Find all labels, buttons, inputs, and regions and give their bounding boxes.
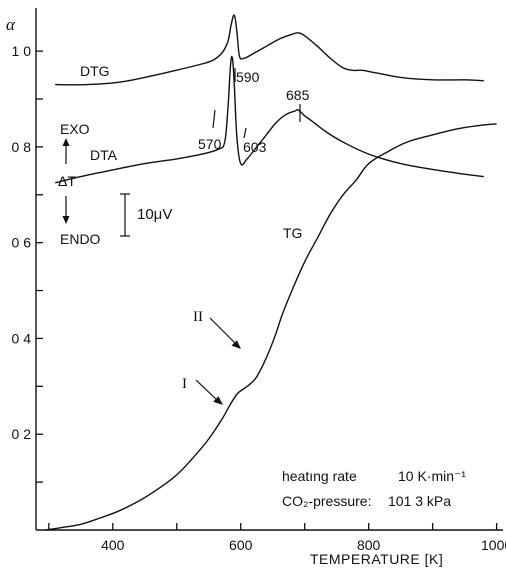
stage-markers: II I [182,309,241,405]
experiment-conditions: heatıng rate 10 K·min⁻¹ CO₂-pressure: 10… [282,468,466,509]
endo-arrowhead [62,216,70,224]
x-tick-label: 1000 [481,537,506,553]
point-603-marker [243,127,247,139]
dta-direction-legend: EXO ΔT ENDO 10μV [58,121,172,247]
point-570-label: 570 [198,136,222,152]
y-tick-label: 0 2 [12,426,32,442]
co2-pressure-value: 101 3 kPa [388,493,451,509]
dtg-curve-label: DTG [80,63,110,79]
y-tick-label: 0 8 [12,139,32,155]
x-tick-label: 400 [101,537,125,553]
scale-bar [120,193,130,237]
y-tick-label: 0 6 [12,235,32,251]
point-570-marker [212,109,216,129]
exo-arrowhead [62,138,70,146]
x-tick-label: 800 [357,537,381,553]
stage-ii-label: II [193,309,203,325]
peak-590-label: 590 [236,69,260,85]
co2-pressure-label: CO₂-pressure: [282,493,371,509]
x-ticks: 400 600 800 1000 [48,523,506,553]
delta-t-label: ΔT [58,173,76,189]
dtg-curve [55,14,484,86]
y-tick-label: 0 4 [12,330,32,346]
heating-rate-label: heatıng rate [282,468,357,484]
stage-i-arrowhead [213,396,223,405]
y-tick-label: 1 0 [12,43,32,59]
stage-ii-arrow [209,317,237,345]
curves [45,14,497,531]
heating-rate-value: 10 K·min⁻¹ [398,468,466,484]
x-axis-title: TEMPERATURE [K] [310,551,443,567]
stage-ii-arrowhead [231,340,241,349]
stage-i-arrow [195,379,219,402]
x-tick-label: 600 [229,537,253,553]
dta-curve-label: DTA [90,147,118,163]
tg-curve-label: TG [283,225,302,241]
peak-annotations: 590 570 603 685 [198,68,310,155]
tg-curve [45,123,497,531]
dta-curve [55,55,484,184]
peak-685-label: 685 [286,87,310,103]
scale-bar-label: 10μV [137,206,172,223]
curve-labels: DTG DTA TG [80,63,302,241]
y-ticks: 0 2 0 4 0 6 0 8 1 0 [12,43,43,483]
exo-label: EXO [60,121,90,137]
point-603-label: 603 [243,139,267,155]
stage-i-label: I [182,376,187,392]
endo-label: ENDO [60,231,101,247]
y-axis-title: α [6,15,16,34]
axes: α TEMPERATURE [K] 0 2 0 4 0 6 0 8 1 0 400 600… [6,8,506,567]
